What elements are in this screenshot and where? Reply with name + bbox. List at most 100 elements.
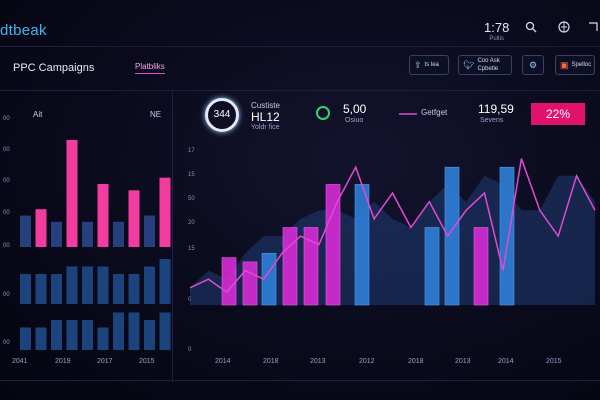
main-bar xyxy=(424,227,440,306)
main-y-label: 15 xyxy=(188,172,195,178)
search-icon[interactable] xyxy=(524,21,538,35)
main-y-label: 20 xyxy=(188,220,195,226)
left-bar xyxy=(97,184,109,247)
kpi-ring: 344 xyxy=(205,98,239,132)
left-bar xyxy=(20,327,31,350)
left-bar xyxy=(66,139,78,247)
left-bar xyxy=(82,266,93,304)
share-button-label: ts lea xyxy=(424,62,439,68)
left-bar xyxy=(128,312,140,350)
main-bar xyxy=(473,227,489,306)
left-bar xyxy=(144,215,155,247)
kpi3-value: 119,59 xyxy=(478,102,514,116)
settings-button[interactable]: ⚙ xyxy=(522,55,544,75)
kpi3-sub: Sevens xyxy=(480,117,504,124)
twitter-button-label: Coo Ask Cpbetle xyxy=(477,58,500,72)
kpi1-sub: Yoldr fice xyxy=(251,124,280,131)
main-bar xyxy=(303,227,319,306)
main-x-label: 2018 xyxy=(263,358,279,365)
store-button[interactable]: ▣ Spelloc xyxy=(555,55,595,75)
left-y-label: 00 xyxy=(3,243,10,249)
kpi-ring-value: 344 xyxy=(213,109,231,120)
legend-line-icon xyxy=(399,113,417,115)
twitter-button[interactable]: 🐦︎ Coo Ask Cpbetle xyxy=(458,55,512,75)
left-bar xyxy=(128,274,140,304)
header-stat-value: 1:78 xyxy=(484,20,510,35)
left-bar xyxy=(66,320,78,350)
platforms-link[interactable]: Platbliks xyxy=(135,62,165,74)
store-button-label: Spelloc xyxy=(571,62,592,68)
main-bar xyxy=(444,166,460,306)
kpi-badge: 22% xyxy=(531,103,585,125)
main-bar xyxy=(282,227,298,306)
main-y-label: 17 xyxy=(188,148,195,154)
main-x-label: 2012 xyxy=(359,358,375,365)
header-stat-label: Pultis xyxy=(489,36,504,42)
brand-logo[interactable]: dtbeak xyxy=(0,22,47,39)
left-x-label: 2019 xyxy=(55,358,71,365)
left-bar xyxy=(159,259,171,304)
main-x-label: 2015 xyxy=(546,358,562,365)
left-x-label: 2017 xyxy=(97,358,113,365)
main-chart xyxy=(190,158,596,306)
kpi1-title: Custiste xyxy=(251,101,280,110)
globe-icon[interactable] xyxy=(557,21,571,35)
kpi1-value: HL12 xyxy=(251,110,280,124)
kpi2-sub: Osiuo xyxy=(345,117,364,124)
left-y-label: 00 xyxy=(3,210,10,216)
left-bar xyxy=(113,312,124,350)
main-bar xyxy=(499,166,515,306)
bottom-divider xyxy=(0,380,600,381)
left-y-label: 00 xyxy=(3,178,10,184)
left-bar xyxy=(35,327,47,350)
left-bar xyxy=(51,274,62,304)
left-bar xyxy=(82,221,93,247)
left-x-label: 2041 xyxy=(12,358,28,365)
kpi2-indicator-icon xyxy=(316,106,330,120)
left-bar xyxy=(128,190,140,247)
left-bar xyxy=(159,177,171,247)
left-bar xyxy=(159,312,171,350)
expand-icon[interactable] xyxy=(586,21,600,35)
left-bar xyxy=(97,327,109,350)
left-y-label: 00 xyxy=(3,116,10,122)
left-bar xyxy=(82,320,93,350)
store-icon: ▣ xyxy=(560,60,569,70)
main-x-label: 2014 xyxy=(498,358,514,365)
left-bar xyxy=(51,221,62,247)
main-x-label: 2014 xyxy=(215,358,231,365)
sub-bar xyxy=(0,46,600,91)
twitter-icon: 🐦︎ xyxy=(463,60,475,70)
left-bar xyxy=(35,209,47,247)
main-y-label: 15 xyxy=(188,246,195,252)
left-panel-label-right: NE xyxy=(150,110,162,119)
legend-label: Getfget xyxy=(421,108,448,117)
left-bar xyxy=(113,274,124,304)
left-panel-label-left: Ait xyxy=(33,110,43,119)
main-bar xyxy=(325,184,341,306)
left-y-label: 00 xyxy=(3,147,10,153)
left-panel xyxy=(0,92,173,382)
main-y-label: 0 xyxy=(188,297,192,303)
left-bar xyxy=(113,221,124,247)
main-x-label: 2013 xyxy=(455,358,471,365)
kpi2-value: 5,00 xyxy=(343,102,367,116)
main-bar xyxy=(354,184,370,306)
left-y-label: 00 xyxy=(3,292,10,298)
left-chart xyxy=(20,139,171,350)
left-bar xyxy=(97,266,109,304)
left-bar xyxy=(20,274,31,304)
left-bar xyxy=(144,266,155,304)
main-y-label: 50 xyxy=(188,196,195,202)
share-button[interactable]: ⇪ ts lea xyxy=(409,55,449,75)
top-bar xyxy=(0,0,600,47)
left-y-label: 00 xyxy=(3,340,10,346)
gear-icon: ⚙ xyxy=(528,60,538,70)
main-line xyxy=(190,158,596,294)
left-bar xyxy=(144,320,155,350)
page-title: PPC Campaigns xyxy=(13,62,95,74)
left-x-label: 2015 xyxy=(139,358,155,365)
main-x-label: 2018 xyxy=(408,358,424,365)
header-stat: 1:78 Pultis xyxy=(484,20,509,42)
main-y-label: 0 xyxy=(188,347,192,353)
